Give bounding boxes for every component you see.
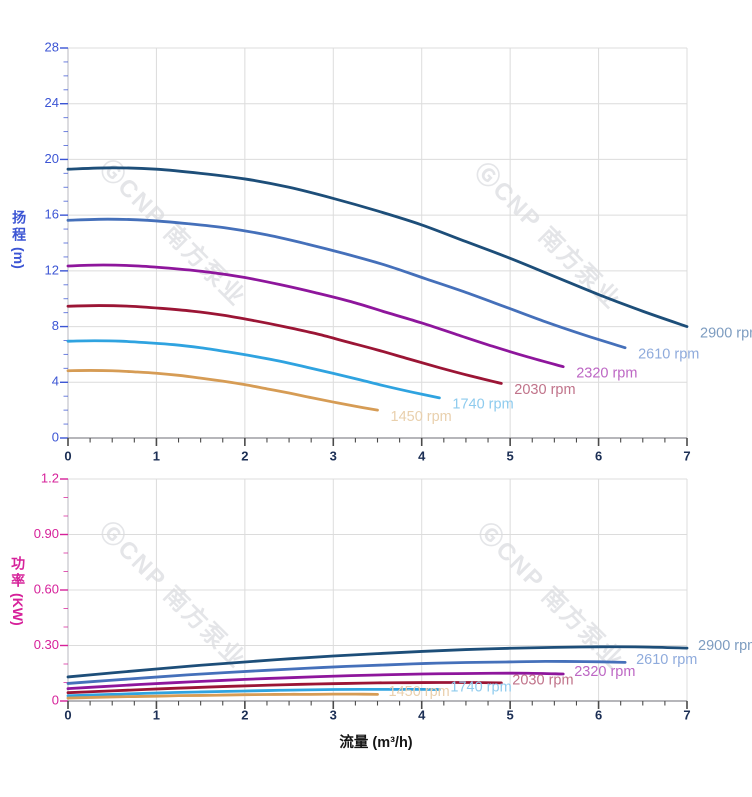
power-y-tick-label: 0.90 <box>34 526 59 541</box>
head-y-ticks: 0 4 8 12 16 20 24 28 <box>45 39 68 444</box>
head-x-ticks: 0 1 2 3 4 5 6 7 <box>64 438 691 463</box>
head-axis-title-text: 扬程 <box>11 210 28 244</box>
head-axis-title: 扬程 (m) <box>6 210 32 269</box>
power-curve-2030-rpm <box>66 681 503 695</box>
power-axis-title-text: 功率 <box>10 556 27 590</box>
power-x-tick-label: 2 <box>241 707 248 722</box>
power-chart: 0 0.30 0.60 0.90 1.2 0 1 2 3 4 5 6 7 2900 rpm2610 rpm… <box>34 470 752 722</box>
power-curve-label-2900-rpm: 2900 rpm <box>698 638 752 654</box>
power-curve-1740-rpm <box>66 687 441 698</box>
power-gridlines <box>68 478 688 701</box>
power-curve-1450-rpm <box>66 692 379 700</box>
power-curve-2900-rpm <box>66 645 689 679</box>
head-x-tick-label: 7 <box>683 448 690 463</box>
power-x-ticks: 0 1 2 3 4 5 6 7 <box>64 701 691 722</box>
head-curve-2320-rpm <box>66 263 565 369</box>
power-x-tick-label: 4 <box>418 707 426 722</box>
head-curve-1740-rpm <box>66 339 441 400</box>
head-y-tick-label: 0 <box>52 429 59 444</box>
head-x-tick-label: 3 <box>330 448 337 463</box>
power-y-tick-label: 0.30 <box>34 637 59 652</box>
head-x-tick-label: 0 <box>64 448 71 463</box>
power-curve-label-2610-rpm: 2610 rpm <box>636 652 697 668</box>
power-y-tick-label: 1.2 <box>41 470 59 485</box>
head-y-tick-label: 20 <box>45 151 59 166</box>
head-axis-title-unit: (m) <box>11 247 28 269</box>
power-curve-label-1740-rpm: 1740 rpm <box>450 679 511 695</box>
head-y-tick-label: 8 <box>52 318 59 333</box>
head-curve-label-2030-rpm: 2030 rpm <box>514 382 575 398</box>
power-x-tick-label: 6 <box>595 707 602 722</box>
head-curve-2610-rpm <box>66 217 627 350</box>
power-curve-2320-rpm <box>66 671 565 691</box>
power-x-tick-label: 1 <box>153 707 160 722</box>
head-gridlines <box>68 47 688 438</box>
power-curve-label-2320-rpm: 2320 rpm <box>574 664 635 680</box>
head-curve-label-2900-rpm: 2900 rpm <box>700 325 752 341</box>
head-x-tick-label: 1 <box>153 448 160 463</box>
power-curve-2610-rpm <box>66 659 627 685</box>
power-axis-title: 功率 (KW) <box>5 556 31 626</box>
power-y-ticks: 0 0.30 0.60 0.90 1.2 <box>34 470 68 707</box>
head-curve-2030-rpm <box>66 304 503 385</box>
head-y-tick-label: 4 <box>52 374 59 389</box>
head-y-tick-label: 16 <box>45 207 59 222</box>
head-y-tick-label: 12 <box>45 262 59 277</box>
head-x-tick-label: 2 <box>241 448 248 463</box>
power-curve-label-2030-rpm: 2030 rpm <box>512 673 573 689</box>
power-x-tick-label: 5 <box>507 707 514 722</box>
head-curve-2900-rpm <box>66 166 689 328</box>
head-x-tick-label: 6 <box>595 448 602 463</box>
head-curve-label-1450-rpm: 1450 rpm <box>391 409 452 425</box>
head-y-tick-label: 28 <box>45 39 59 54</box>
head-y-tick-label: 24 <box>45 95 59 110</box>
flow-axis-title: 流量 (m³/h) <box>339 735 413 751</box>
power-y-tick-label: 0 <box>52 692 59 707</box>
power-x-tick-label: 7 <box>683 707 690 722</box>
power-curve-label-1450-rpm: 1450 rpm <box>389 684 450 700</box>
power-y-tick-label: 0.60 <box>34 581 59 596</box>
head-curve-label-2610-rpm: 2610 rpm <box>638 347 699 363</box>
head-x-tick-label: 5 <box>507 448 514 463</box>
power-x-tick-label: 0 <box>64 707 71 722</box>
head-x-tick-label: 4 <box>418 448 426 463</box>
head-curve-label-2320-rpm: 2320 rpm <box>576 366 637 382</box>
power-x-tick-label: 3 <box>330 707 337 722</box>
power-axis-title-unit: (KW) <box>10 593 27 626</box>
head-curve-label-1740-rpm: 1740 rpm <box>452 397 513 413</box>
head-curve-1450-rpm <box>66 369 379 412</box>
